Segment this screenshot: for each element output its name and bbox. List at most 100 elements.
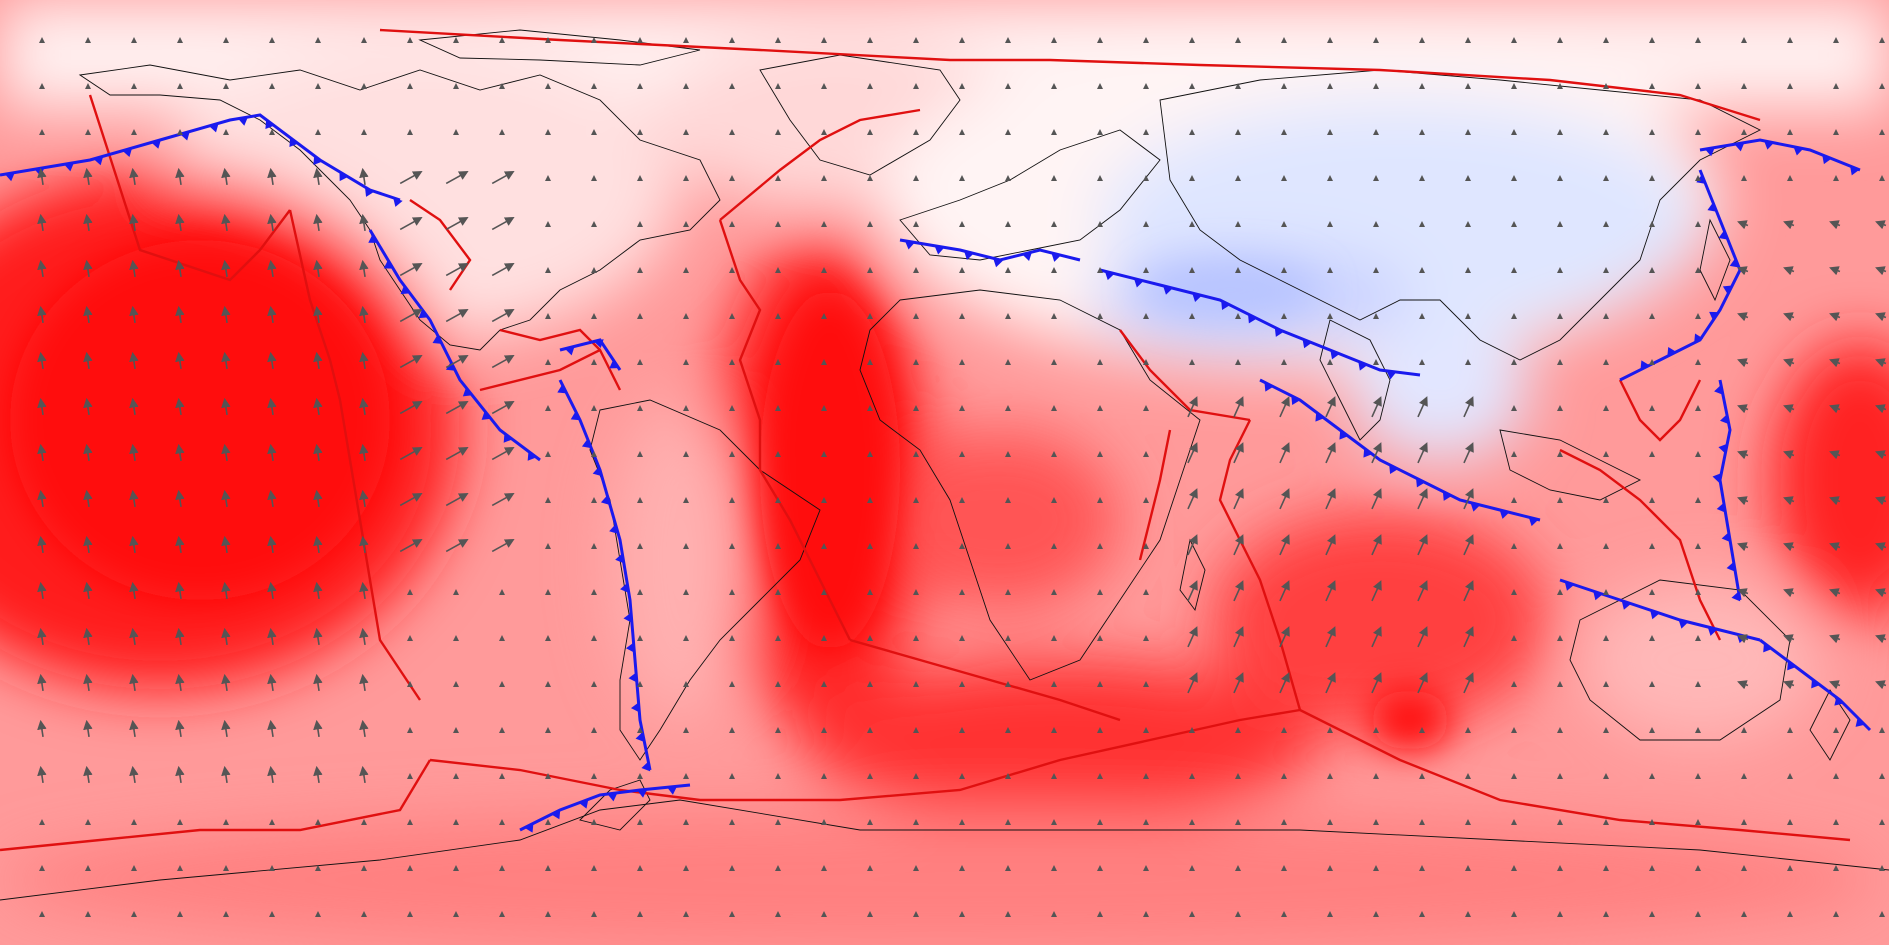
velocity-arrow — [83, 535, 93, 554]
velocity-marker — [1281, 267, 1287, 273]
subduction-tooth — [1714, 384, 1723, 395]
subduction-tooth — [208, 123, 219, 133]
velocity-marker — [1741, 773, 1747, 779]
velocity-marker — [637, 819, 643, 825]
velocity-marker — [1327, 129, 1333, 135]
velocity-marker — [1649, 221, 1655, 227]
velocity-marker — [1603, 129, 1609, 135]
subduction-tooth — [904, 240, 915, 250]
velocity-arrow — [267, 673, 277, 692]
velocity-marker — [1327, 221, 1333, 227]
velocity-arrow — [1417, 488, 1428, 510]
velocity-marker — [1097, 819, 1103, 825]
velocity-marker — [1051, 359, 1057, 365]
velocity-marker — [1373, 267, 1379, 273]
velocity-arrow — [221, 167, 231, 186]
velocity-marker — [683, 129, 689, 135]
velocity-marker — [1189, 83, 1195, 89]
velocity-marker — [683, 267, 689, 273]
velocity-marker — [1143, 405, 1149, 411]
velocity-marker — [1695, 37, 1701, 43]
velocity-marker — [591, 83, 597, 89]
velocity-marker — [867, 267, 873, 273]
velocity-marker — [499, 129, 505, 135]
velocity-marker — [729, 911, 735, 917]
velocity-arrow — [399, 217, 423, 231]
velocity-marker — [1879, 175, 1885, 181]
velocity-marker — [1695, 405, 1701, 411]
velocity-marker — [683, 221, 689, 227]
velocity-marker — [545, 267, 551, 273]
velocity-marker — [1557, 175, 1563, 181]
velocity-arrow — [1233, 442, 1244, 464]
velocity-marker — [729, 451, 735, 457]
velocity-marker — [1649, 865, 1655, 871]
velocity-marker — [1695, 359, 1701, 365]
east-pacific-red — [1770, 340, 1889, 620]
velocity-marker — [407, 129, 413, 135]
velocity-marker — [867, 865, 873, 871]
velocity-marker — [683, 819, 689, 825]
subduction-tooth — [1763, 643, 1773, 653]
velocity-arrow — [83, 213, 93, 232]
velocity-arrow — [175, 719, 185, 738]
velocity-marker — [1649, 819, 1655, 825]
subduction-tooth — [1718, 443, 1728, 454]
velocity-marker — [1603, 405, 1609, 411]
velocity-marker — [1557, 129, 1563, 135]
velocity-marker — [1511, 83, 1517, 89]
velocity-marker — [545, 681, 551, 687]
velocity-marker — [453, 129, 459, 135]
velocity-arrow — [83, 259, 93, 278]
velocity-marker — [1373, 129, 1379, 135]
subduction-tooth — [1707, 626, 1718, 636]
velocity-marker — [591, 267, 597, 273]
velocity-marker — [499, 589, 505, 595]
subduction-tooth — [607, 792, 618, 802]
velocity-marker — [1051, 865, 1057, 871]
subduction-tooth — [1133, 278, 1144, 288]
velocity-marker — [1511, 911, 1517, 917]
velocity-arrow — [129, 351, 139, 370]
subduction-tooth — [524, 823, 534, 833]
velocity-arrow — [175, 167, 185, 186]
velocity-marker — [1649, 313, 1655, 319]
velocity-marker — [775, 865, 781, 871]
velocity-arrow — [175, 259, 185, 278]
velocity-arrow — [445, 171, 469, 185]
southern-ocean-red — [800, 660, 1320, 820]
velocity-marker — [1327, 773, 1333, 779]
velocity-marker — [1051, 819, 1057, 825]
velocity-marker — [1603, 635, 1609, 641]
velocity-marker — [913, 681, 919, 687]
subduction-tooth — [4, 172, 15, 182]
velocity-marker — [85, 819, 91, 825]
velocity-arrow — [37, 305, 47, 324]
velocity-marker — [1143, 175, 1149, 181]
velocity-marker — [1465, 727, 1471, 733]
velocity-marker — [1235, 129, 1241, 135]
velocity-arrow — [1737, 496, 1749, 506]
velocity-marker — [1143, 359, 1149, 365]
velocity-marker — [1879, 727, 1885, 733]
velocity-arrow — [1783, 450, 1795, 460]
subduction-tooth — [1667, 346, 1677, 357]
velocity-marker — [821, 819, 827, 825]
subduction-tooth — [1764, 140, 1774, 150]
velocity-arrow — [221, 719, 231, 738]
velocity-marker — [1419, 313, 1425, 319]
velocity-arrow — [129, 443, 139, 462]
velocity-marker — [1143, 451, 1149, 457]
velocity-marker — [821, 267, 827, 273]
velocity-marker — [683, 911, 689, 917]
velocity-marker — [1373, 911, 1379, 917]
velocity-marker — [821, 175, 827, 181]
velocity-arrow — [175, 627, 185, 646]
africa-south-red — [880, 430, 1120, 610]
subduction-tooth — [400, 285, 411, 295]
velocity-marker — [1557, 727, 1563, 733]
velocity-arrow — [399, 493, 423, 507]
velocity-marker — [1005, 635, 1011, 641]
velocity-arrow — [313, 719, 323, 738]
